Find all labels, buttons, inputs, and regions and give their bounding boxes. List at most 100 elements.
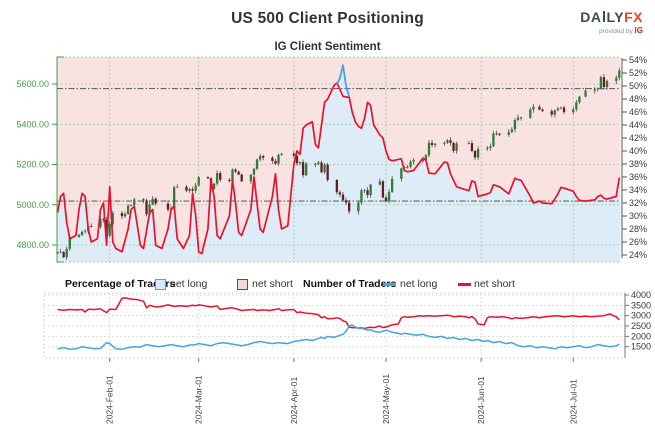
percent-tick-label: 24% bbox=[629, 250, 647, 260]
date-tick-label: 2024-Mar-01 bbox=[194, 375, 204, 424]
candle-body bbox=[430, 142, 434, 145]
logo-i-bar-icon bbox=[603, 11, 605, 22]
percent-tick-label: 30% bbox=[629, 211, 647, 221]
percent-tick-label: 40% bbox=[629, 146, 647, 156]
percent-tick-label: 38% bbox=[629, 159, 647, 169]
page-title: US 500 Client Positioning bbox=[231, 10, 424, 27]
percent-tick-label: 34% bbox=[629, 185, 647, 195]
candle-body bbox=[338, 192, 342, 195]
net-short-line-icon bbox=[458, 283, 471, 286]
net-long-line-icon bbox=[383, 283, 396, 286]
candle-body bbox=[305, 163, 308, 176]
legend-number-of-traders-label: Number of Traders bbox=[303, 278, 397, 290]
candle-body bbox=[387, 191, 391, 202]
candle-body bbox=[553, 110, 556, 115]
candle-body bbox=[212, 183, 216, 189]
candle-body bbox=[314, 163, 317, 165]
candle-body bbox=[449, 140, 452, 143]
percent-tick-label: 42% bbox=[629, 133, 647, 143]
legend-percentage-of-traders-label: Percentage of Traders bbox=[65, 278, 176, 290]
percent-tick-label: 50% bbox=[629, 81, 647, 91]
count-tick-label: 1500 bbox=[631, 342, 651, 352]
provided-by-line: provided by IG bbox=[580, 27, 643, 36]
candle-body bbox=[476, 149, 480, 158]
candle-body bbox=[188, 189, 191, 191]
candle-body bbox=[262, 156, 265, 158]
candle-body bbox=[378, 181, 381, 185]
candle-body bbox=[176, 186, 179, 188]
candle-body bbox=[424, 155, 428, 161]
percent-tick-label: 44% bbox=[629, 120, 647, 130]
candle-body bbox=[126, 205, 130, 215]
price-tick-label: 5000.00 bbox=[16, 200, 49, 210]
candle-body bbox=[99, 219, 102, 227]
candle-body bbox=[486, 147, 489, 150]
net-short-pct-line bbox=[56, 81, 621, 255]
candle-body bbox=[228, 179, 231, 182]
candle-body bbox=[470, 143, 474, 152]
candle-body bbox=[498, 133, 501, 135]
candle-body bbox=[384, 197, 388, 202]
candle-body bbox=[492, 133, 495, 147]
candle-body bbox=[605, 80, 609, 88]
candle-body bbox=[120, 213, 124, 217]
candle-body bbox=[596, 88, 599, 90]
price-tick-label: 4800.00 bbox=[16, 240, 49, 250]
candle-body bbox=[390, 178, 394, 192]
candle-body bbox=[473, 151, 477, 158]
candle-body bbox=[381, 181, 385, 198]
percent-tick-label: 48% bbox=[629, 94, 647, 104]
candle-body bbox=[80, 231, 84, 235]
dailyfx-wordmark: DA LYFX bbox=[580, 10, 643, 24]
count-tick-label: 2000 bbox=[631, 331, 651, 341]
candle-body bbox=[602, 77, 606, 88]
candle-body bbox=[507, 132, 510, 135]
main-chart: 5600.00 5400.00 5200.00 5000.00 4800.00 24% 26… bbox=[16, 55, 647, 263]
candle-body bbox=[206, 177, 210, 179]
candle-body bbox=[550, 111, 553, 115]
count-tick-label: 3000 bbox=[631, 311, 651, 321]
candle-body bbox=[68, 236, 71, 249]
candle-body bbox=[301, 162, 305, 176]
candle-body bbox=[575, 102, 578, 110]
candle-body bbox=[173, 187, 176, 209]
candle-body bbox=[452, 142, 455, 151]
legend-net-short-count-label: net short bbox=[474, 278, 515, 290]
candle-body bbox=[274, 160, 277, 164]
candle-body bbox=[541, 109, 544, 112]
provided-by-text: provided by bbox=[599, 28, 633, 35]
candle-body bbox=[615, 77, 618, 81]
percent-tick-label: 52% bbox=[629, 68, 647, 78]
gridlines bbox=[57, 56, 621, 263]
candle-body bbox=[529, 109, 532, 118]
candle-body bbox=[258, 156, 262, 160]
candle-body bbox=[538, 106, 541, 110]
legend-net-long-count-label: net long bbox=[400, 278, 438, 290]
percent-tick-label: 26% bbox=[629, 237, 647, 247]
count-tick-label: 3500 bbox=[631, 300, 651, 310]
legend-net-long-label: net long bbox=[170, 278, 208, 290]
candle-body bbox=[215, 173, 219, 184]
candle-body bbox=[412, 159, 415, 162]
candle-body bbox=[295, 155, 299, 164]
candle-body bbox=[219, 173, 222, 180]
candle-body bbox=[317, 162, 320, 164]
candle-body bbox=[510, 129, 514, 133]
percent-tick-label: 28% bbox=[629, 224, 647, 234]
candle-body bbox=[348, 202, 351, 212]
candle-body bbox=[578, 96, 581, 103]
net-short-count-line bbox=[57, 297, 620, 330]
price-tick-label: 5600.00 bbox=[16, 79, 49, 89]
price-tick-label: 5200.00 bbox=[16, 160, 49, 170]
candle-body bbox=[77, 234, 81, 237]
candle-body bbox=[252, 168, 256, 175]
net-long-pct-line bbox=[336, 64, 350, 97]
candle-body bbox=[406, 166, 409, 168]
logo-text-fx: FX bbox=[624, 9, 643, 25]
percent-tick-label: 46% bbox=[629, 107, 647, 117]
date-tick-label: 2024-Jun-01 bbox=[476, 376, 486, 424]
